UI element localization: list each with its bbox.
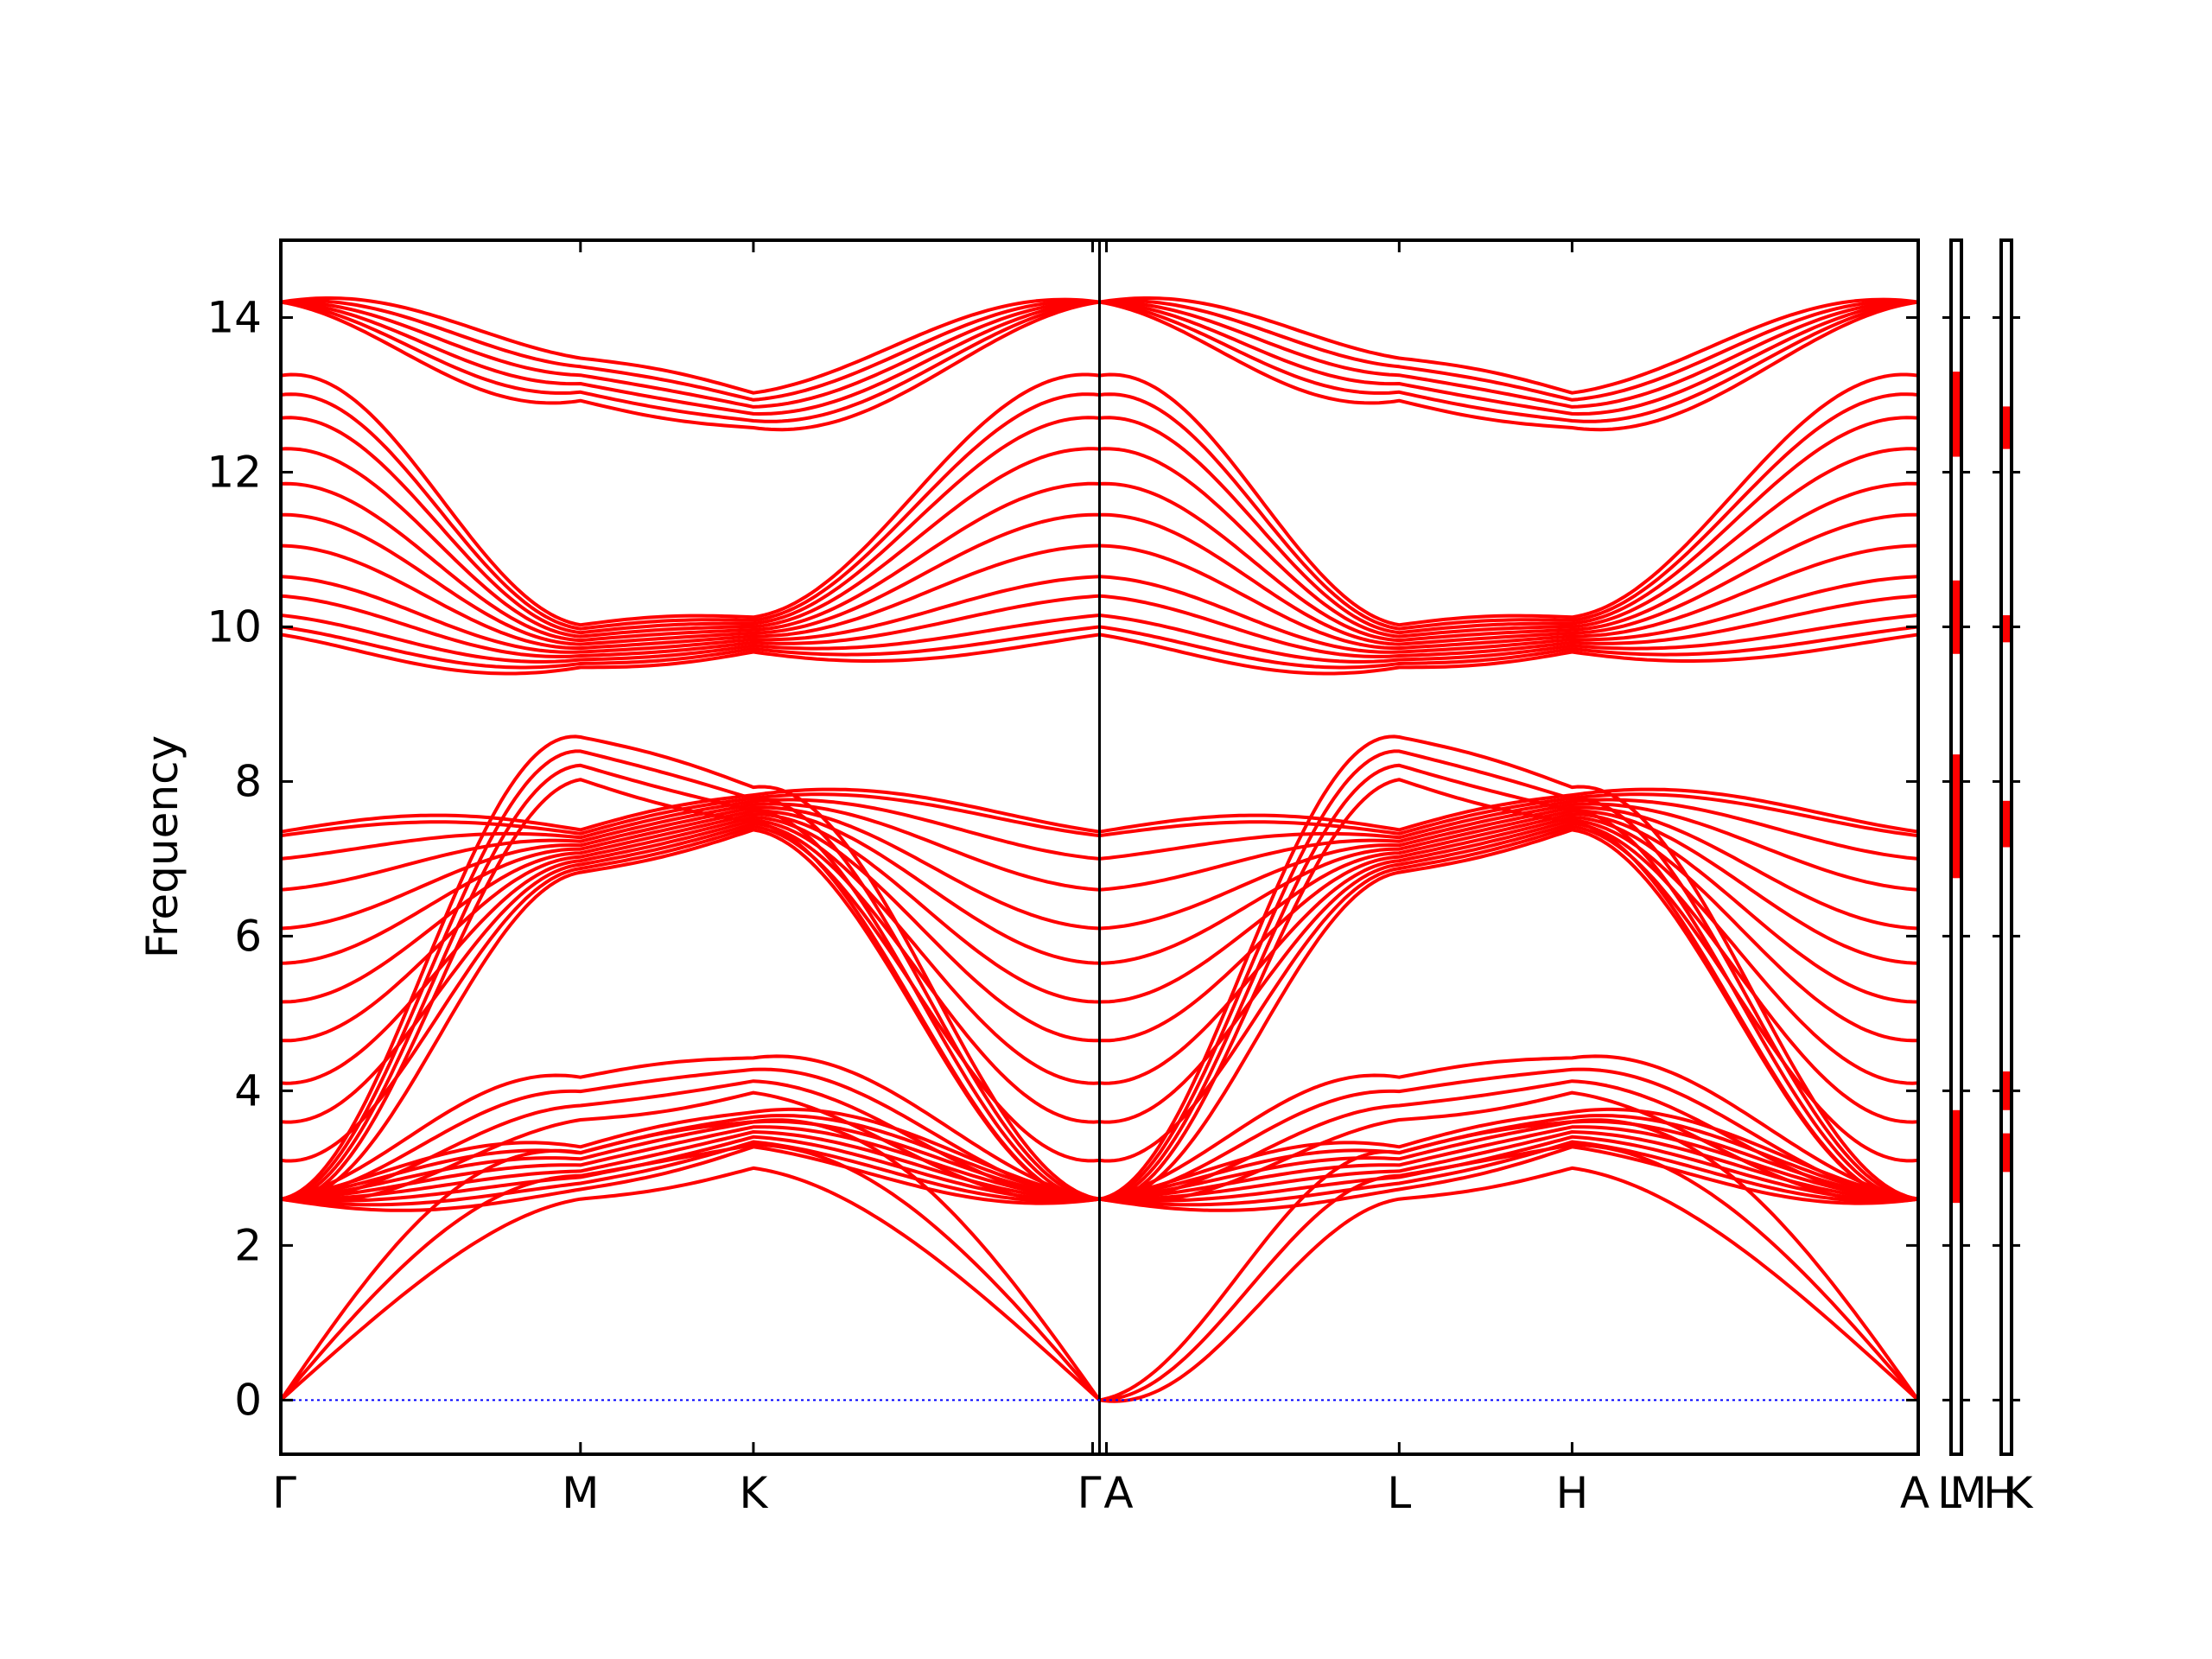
y-tick-label: 12	[207, 447, 262, 497]
side-panel-band	[2002, 1133, 2011, 1173]
y-tick-label: 4	[234, 1065, 262, 1116]
x-tick-label: A	[1900, 1468, 1929, 1518]
y-tick-label: 10	[207, 601, 262, 652]
side-panel-band	[1952, 372, 1961, 457]
plot-frame	[279, 238, 1920, 1456]
y-tick-label: 6	[234, 911, 262, 961]
side-panel-band	[1952, 580, 1961, 654]
band-lines	[281, 240, 1918, 1454]
x-tick-label: Γ	[272, 1468, 296, 1518]
side-panel-frame	[1949, 238, 1963, 1456]
side-panel-band	[2002, 1071, 2011, 1110]
y-tick-label: 8	[234, 756, 262, 806]
side-panel-band	[2002, 615, 2011, 643]
y-axis-label: Frequency	[137, 735, 188, 958]
x-tick-label: L	[1387, 1468, 1411, 1518]
y-tick-label: 2	[234, 1220, 262, 1270]
x-tick-label: K	[740, 1468, 769, 1518]
side-panel-label: K	[2005, 1468, 2034, 1518]
side-panel-band	[1952, 1109, 1961, 1204]
side-panel-label: L	[1937, 1468, 1961, 1518]
y-tick-label: 14	[207, 292, 262, 342]
side-panel-band	[2002, 406, 2011, 449]
y-axis-ticks: 0 2 4 6 8 10 12 14	[207, 292, 1918, 1425]
x-tick-label: Γ	[1077, 1468, 1102, 1518]
side-panel-2: HK	[1983, 238, 2034, 1518]
side-panel-1: LM	[1937, 238, 1987, 1518]
x-tick-label: A	[1103, 1468, 1133, 1518]
side-panel-label: H	[1983, 1468, 2016, 1518]
x-tick-label: H	[1556, 1468, 1589, 1518]
side-panel-label: M	[1949, 1468, 1986, 1518]
x-tick-label: M	[562, 1468, 599, 1518]
side-panel-band	[1952, 754, 1961, 879]
side-panel-frame	[1999, 238, 2013, 1456]
side-panel-band	[2002, 800, 2011, 848]
y-tick-label: 0	[234, 1375, 262, 1425]
